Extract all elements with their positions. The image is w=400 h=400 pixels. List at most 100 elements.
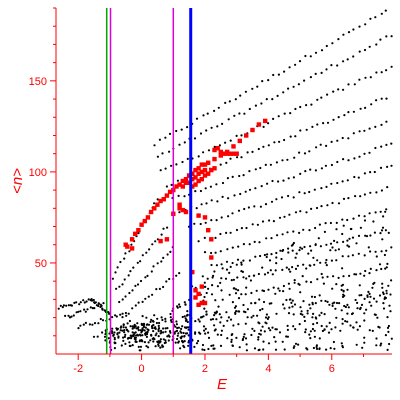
black-data-point: [275, 161, 278, 164]
black-data-point: [186, 320, 189, 324]
black-data-point: [254, 187, 257, 190]
black-data-point: [176, 179, 179, 182]
black-data-point: [356, 307, 359, 310]
black-data-point: [150, 334, 153, 337]
black-data-point: [243, 207, 246, 211]
black-data-point: [388, 342, 391, 346]
black-data-point: [373, 313, 376, 316]
black-data-point: [301, 275, 304, 278]
black-data-point: [368, 151, 371, 154]
black-data-point: [315, 206, 319, 210]
black-data-point: [144, 326, 147, 329]
black-data-point: [218, 313, 221, 316]
black-data-point: [131, 307, 134, 310]
black-data-point: [155, 321, 158, 325]
y-tick-label: 150: [29, 76, 47, 88]
black-data-point: [203, 281, 206, 284]
black-data-point: [133, 332, 136, 335]
black-data-point: [152, 330, 155, 333]
black-data-point: [313, 295, 316, 299]
black-data-point: [258, 298, 261, 301]
black-data-point: [384, 210, 387, 213]
black-data-point: [73, 301, 76, 304]
black-data-point: [373, 170, 376, 174]
black-data-point: [169, 319, 173, 322]
black-data-point: [168, 150, 171, 153]
black-data-point: [209, 185, 212, 188]
red-data-point: [202, 173, 208, 178]
black-data-point: [358, 155, 361, 158]
black-data-point: [77, 327, 80, 330]
black-data-point: [220, 333, 223, 337]
black-data-point: [215, 183, 218, 186]
black-data-point: [197, 339, 200, 343]
black-data-point: [382, 215, 385, 218]
black-data-point: [375, 344, 378, 347]
black-data-point: [292, 85, 295, 88]
black-data-point: [311, 327, 314, 331]
black-data-point: [348, 237, 351, 240]
black-data-point: [126, 322, 129, 325]
black-data-point: [149, 320, 152, 323]
black-data-point: [361, 346, 364, 349]
black-data-point: [318, 294, 321, 297]
black-data-point: [234, 305, 237, 308]
black-data-point: [342, 158, 345, 161]
black-data-point: [225, 231, 228, 234]
black-data-point: [346, 218, 349, 222]
red-data-point: [177, 206, 182, 211]
black-data-point: [308, 303, 311, 306]
black-data-point: [328, 303, 331, 306]
black-data-point: [329, 242, 333, 245]
black-data-point: [331, 287, 334, 290]
black-data-point: [183, 141, 186, 144]
black-data-point: [210, 126, 213, 129]
black-data-point: [120, 325, 123, 328]
black-data-point: [120, 344, 123, 347]
black-data-point: [155, 288, 158, 291]
red-data-point: [186, 180, 192, 185]
black-data-point: [294, 63, 297, 66]
black-data-point: [272, 220, 275, 223]
black-data-point: [342, 224, 345, 227]
black-data-point: [275, 262, 278, 265]
black-data-point: [316, 123, 319, 126]
black-data-point: [229, 318, 233, 321]
black-data-point: [262, 125, 265, 128]
black-data-point: [229, 231, 232, 234]
black-data-point: [159, 346, 162, 349]
black-data-point: [227, 316, 230, 319]
black-data-point: [319, 245, 322, 248]
black-data-point: [356, 328, 359, 331]
black-data-point: [310, 249, 313, 252]
black-data-point: [156, 340, 159, 343]
black-data-point: [266, 317, 269, 320]
black-data-point: [259, 329, 263, 332]
black-data-point: [271, 98, 274, 101]
black-data-point: [156, 198, 159, 201]
black-data-point: [164, 339, 167, 342]
black-data-point: [235, 310, 238, 313]
black-data-point: [303, 152, 307, 155]
black-data-point: [291, 305, 294, 308]
black-data-point: [124, 333, 127, 336]
black-data-point: [325, 243, 328, 246]
black-data-point: [88, 323, 91, 326]
black-data-point: [261, 220, 265, 223]
black-data-point: [168, 277, 171, 281]
black-data-point: [277, 287, 280, 290]
black-data-point: [335, 228, 338, 231]
black-data-point: [299, 105, 302, 109]
black-data-point: [127, 274, 130, 277]
black-data-point: [332, 118, 335, 121]
black-data-point: [195, 207, 198, 210]
black-data-point: [325, 258, 328, 262]
black-data-point: [385, 97, 388, 100]
black-data-point: [162, 285, 165, 289]
black-data-point: [285, 335, 288, 338]
black-data-point: [183, 346, 186, 349]
black-data-point: [337, 116, 340, 119]
black-data-point: [276, 94, 279, 97]
black-data-point: [141, 315, 144, 318]
black-data-point: [226, 337, 229, 340]
